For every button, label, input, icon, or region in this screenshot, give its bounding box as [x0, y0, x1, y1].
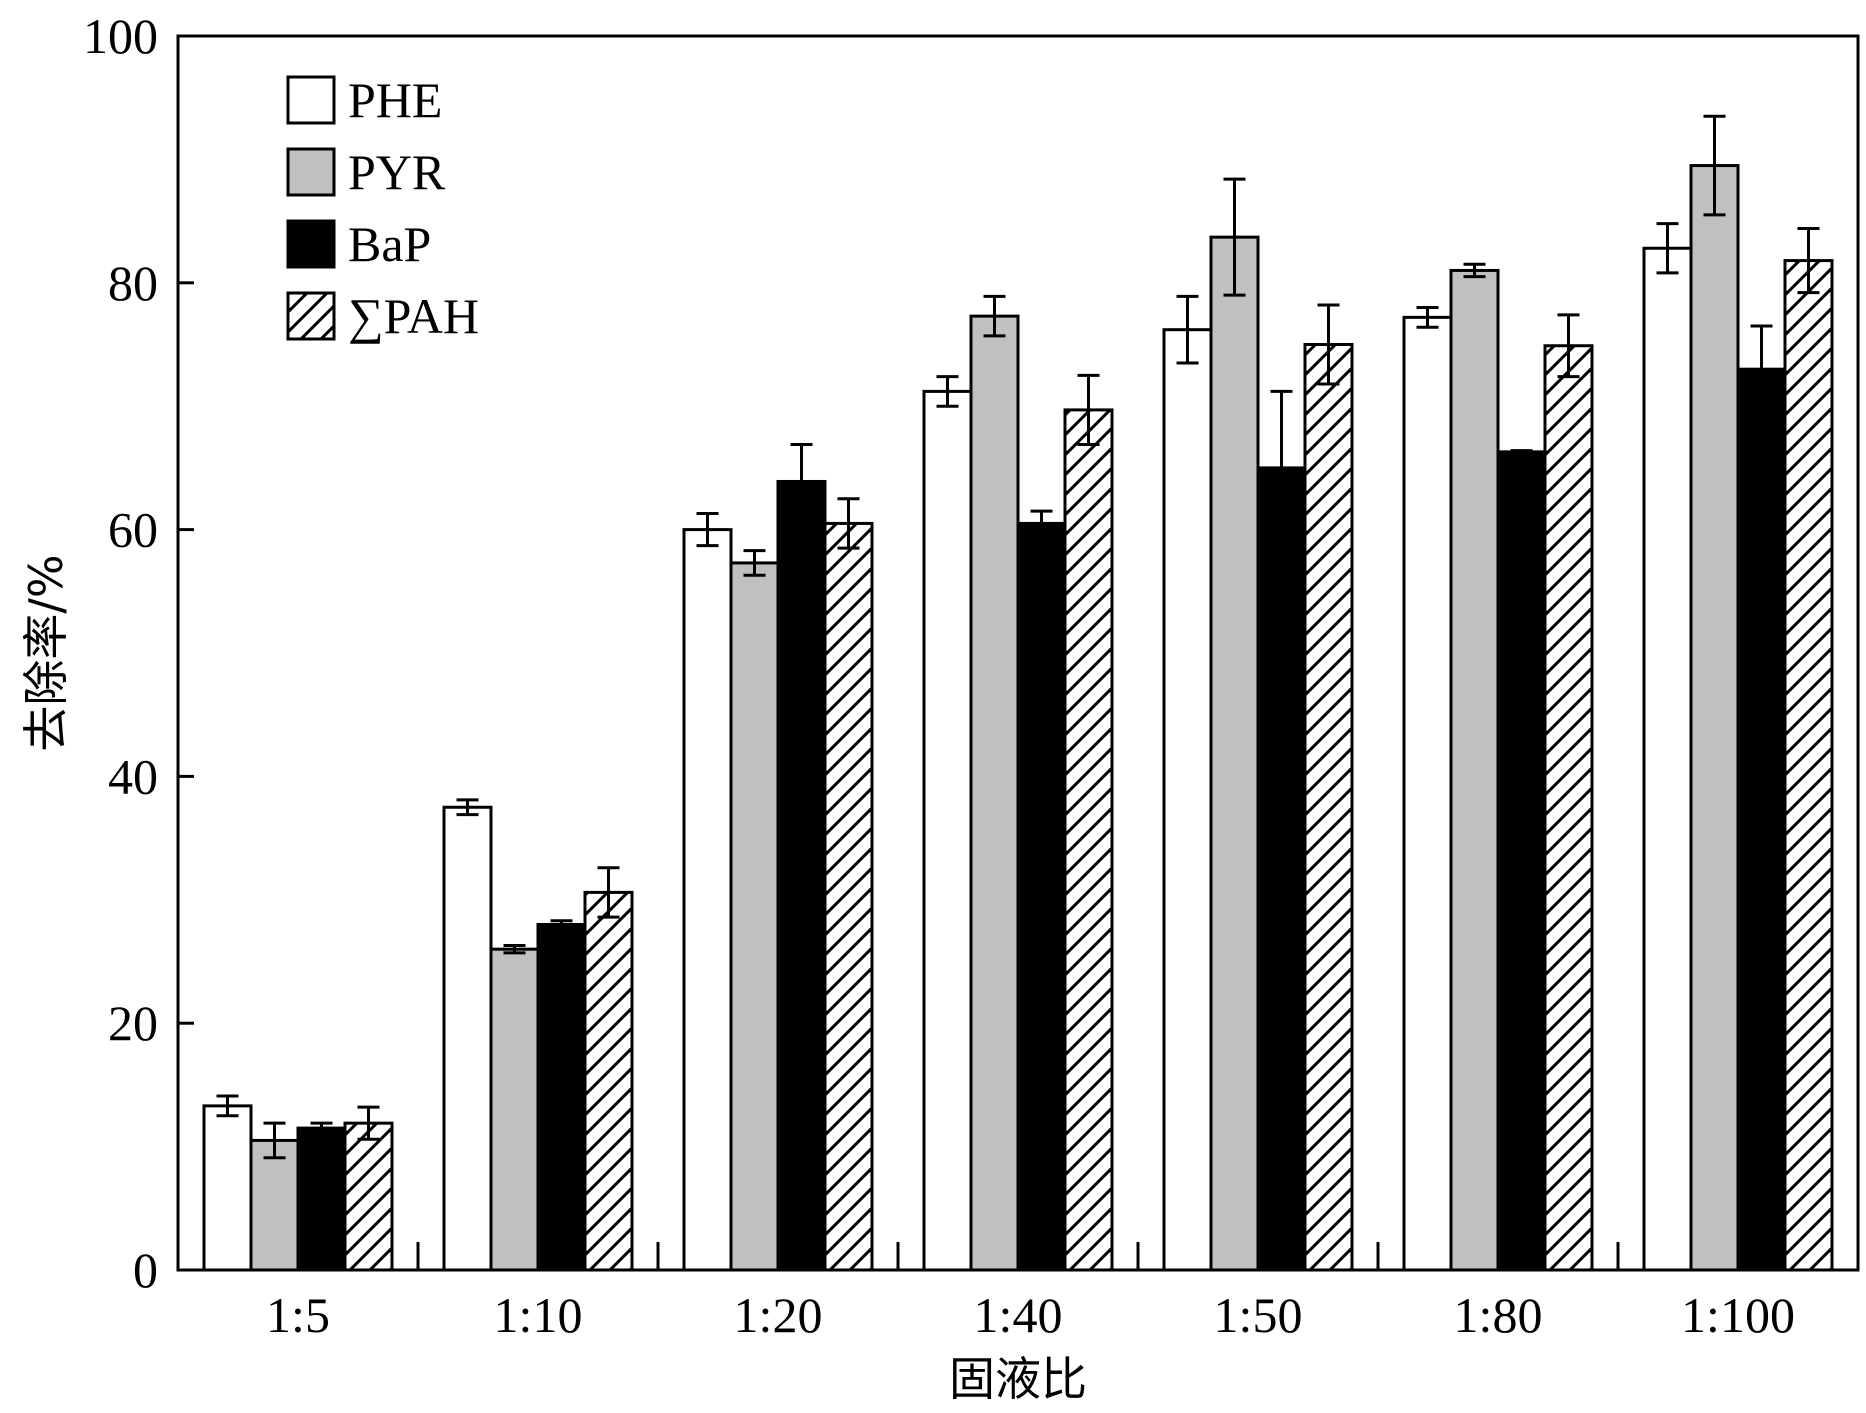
- bar-PHE-1:100: [1642, 246, 1693, 1272]
- error-bar-PYR-1:20: [743, 549, 766, 577]
- error-bar-PYR-1:10: [503, 943, 526, 955]
- bar-PHE-1:50: [1162, 328, 1213, 1272]
- error-bar-BaP-1:100: [1750, 324, 1773, 414]
- bar-∑PAH-1:5: [343, 1121, 394, 1272]
- bar-∑PAH-1:50: [1303, 343, 1354, 1272]
- error-bar-BaP-1:20: [790, 442, 813, 520]
- x-axis-title: 固液比: [949, 1352, 1087, 1406]
- bar-BaP-1:80: [1496, 450, 1547, 1272]
- y-tick-label: 20: [108, 995, 158, 1051]
- legend: PHE PYR BaP ∑PAH: [286, 72, 479, 344]
- y-tick-label: 40: [108, 748, 158, 804]
- x-tick-label: 1:100: [1681, 1287, 1795, 1343]
- y-tick-label: 100: [83, 8, 158, 64]
- bar-BaP-1:40: [1016, 521, 1067, 1272]
- error-bar-∑PAH-1:80: [1557, 313, 1580, 379]
- legend-label: ∑PAH: [348, 288, 479, 344]
- y-axis-title: 去除率/%: [19, 554, 73, 751]
- error-bar-BaP-1:80: [1510, 449, 1533, 455]
- error-bar-BaP-1:40: [1030, 509, 1053, 538]
- error-bar-BaP-1:10: [550, 919, 573, 930]
- bar-PHE-1:10: [442, 805, 493, 1272]
- error-bar-PYR-1:50: [1223, 177, 1246, 297]
- error-bar-∑PAH-1:5: [357, 1105, 380, 1141]
- bar-∑PAH-1:80: [1543, 344, 1594, 1272]
- error-bar-PHE-1:100: [1656, 222, 1679, 275]
- bar-PHE-1:5: [202, 1104, 253, 1272]
- bar-PHE-1:40: [922, 389, 973, 1272]
- bar-BaP-1:10: [536, 922, 587, 1272]
- legend-item-BaP: BaP: [286, 216, 431, 272]
- bar-PYR-1:40: [969, 314, 1020, 1272]
- x-tick-label: 1:80: [1454, 1287, 1543, 1343]
- plot-frame: [176, 34, 1860, 1272]
- x-tick-label: 1:20: [734, 1287, 823, 1343]
- error-bar-∑PAH-1:100: [1797, 227, 1820, 295]
- y-tick-label: 0: [133, 1242, 158, 1298]
- bar-PYR-1:50: [1209, 235, 1260, 1272]
- x-tick-label: 1:5: [266, 1287, 330, 1343]
- bar-∑PAH-1:10: [583, 890, 634, 1272]
- error-bar-PYR-1:80: [1463, 262, 1486, 279]
- bar-PYR-1:20: [729, 561, 780, 1272]
- legend-label: PHE: [348, 72, 442, 128]
- legend-label: BaP: [348, 216, 431, 272]
- bar-∑PAH-1:20: [823, 521, 874, 1272]
- x-tick-label: 1:40: [974, 1287, 1063, 1343]
- error-bar-PYR-1:40: [983, 294, 1006, 338]
- error-bar-PHE-1:5: [216, 1094, 239, 1118]
- bar-BaP-1:20: [776, 479, 827, 1272]
- legend-item-PYR: PYR: [286, 144, 446, 200]
- y-tick-label: 60: [108, 502, 158, 558]
- error-bar-∑PAH-1:40: [1077, 373, 1100, 446]
- legend-swatch: [286, 75, 336, 125]
- legend-swatch: [286, 219, 336, 269]
- bar-PYR-1:10: [489, 947, 540, 1272]
- error-bar-BaP-1:50: [1270, 389, 1293, 546]
- error-bar-PYR-1:5: [263, 1121, 286, 1160]
- error-bar-PHE-1:50: [1176, 294, 1199, 365]
- legend-label: PYR: [348, 144, 446, 200]
- axes-group: 0 20 40 60 80 100 1:5 1:10 1:20 1:40 1:50 1:80 1:100: [83, 8, 1860, 1343]
- bar-PYR-1:5: [249, 1138, 300, 1272]
- error-bar-∑PAH-1:10: [597, 866, 620, 919]
- bar-PYR-1:100: [1689, 164, 1740, 1272]
- legend-item-∑PAH: ∑PAH: [286, 288, 479, 344]
- bar-BaP-1:100: [1736, 367, 1787, 1272]
- error-bar-BaP-1:5: [310, 1121, 333, 1135]
- error-bar-∑PAH-1:50: [1317, 303, 1340, 386]
- error-bar-PHE-1:80: [1416, 305, 1439, 329]
- bar-∑PAH-1:40: [1063, 408, 1114, 1272]
- bar-∑PAH-1:100: [1783, 259, 1834, 1272]
- error-bar-∑PAH-1:20: [837, 497, 860, 550]
- bar-PYR-1:80: [1449, 268, 1500, 1272]
- error-bar-PHE-1:20: [696, 512, 719, 548]
- error-bar-PHE-1:40: [936, 375, 959, 408]
- x-tick-label: 1:50: [1214, 1287, 1303, 1343]
- legend-item-PHE: PHE: [286, 72, 442, 128]
- bar-BaP-1:5: [296, 1126, 347, 1272]
- y-tick-label: 80: [108, 255, 158, 311]
- bar-PHE-1:20: [682, 528, 733, 1272]
- error-bars-group: [216, 114, 1820, 1160]
- error-bar-PHE-1:10: [456, 798, 479, 817]
- legend-swatch: [286, 147, 336, 197]
- bar-BaP-1:50: [1256, 466, 1307, 1272]
- bar-PHE-1:80: [1402, 315, 1453, 1272]
- bars-group: [202, 164, 1834, 1272]
- x-tick-label: 1:10: [494, 1287, 583, 1343]
- error-bar-PYR-1:100: [1703, 114, 1726, 217]
- legend-swatch: [286, 291, 336, 341]
